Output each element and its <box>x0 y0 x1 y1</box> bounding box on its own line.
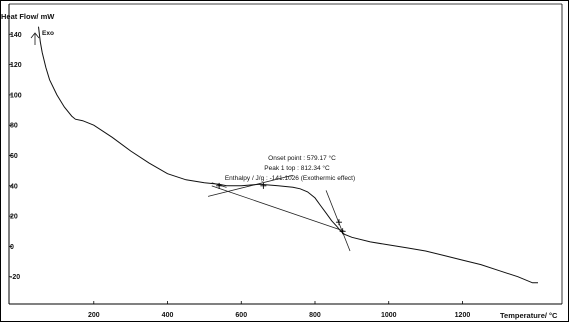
x-axis-title: Temperature/ °C <box>500 311 558 320</box>
y-tick-label: 100 <box>10 92 22 99</box>
x-tick-label: 800 <box>309 312 321 319</box>
tangent-line <box>207 174 293 197</box>
y-tick-label: 20 <box>10 214 18 221</box>
y-tick-label: 40 <box>10 183 18 190</box>
x-tick-label: 1000 <box>381 312 397 319</box>
annotation-enthalpy: Enthalpy / J/g : -141.1026 (Exothermic e… <box>225 175 355 182</box>
annotation-onset: Onset point : 579.17 °C <box>268 154 336 162</box>
tangent-line <box>325 190 351 252</box>
markers <box>216 182 346 235</box>
annotation-peak: Peak 1 top : 812.34 °C <box>264 164 330 172</box>
x-tick-label: 200 <box>88 312 100 319</box>
y-tick-label: 80 <box>10 123 18 130</box>
y-tick-label: 120 <box>10 62 22 69</box>
x-tick-label: 600 <box>235 312 247 319</box>
heat-flow-curve <box>38 26 538 284</box>
crosshair-marker <box>260 182 267 189</box>
crosshair-marker <box>216 182 223 189</box>
y-axis-title: Heat Flow/ mW <box>1 12 55 21</box>
y-ticks: 140 120 100 80 60 40 20 0 -20 <box>9 32 22 281</box>
y-tick-label: 60 <box>10 153 18 160</box>
y-tick-label: -20 <box>10 274 20 281</box>
y-tick-label: 140 <box>10 32 22 39</box>
crosshair-marker <box>339 228 346 235</box>
tangent-line <box>211 185 345 232</box>
tangent-lines <box>207 174 351 252</box>
x-tick-label: 400 <box>162 312 174 319</box>
exo-arrow <box>30 32 40 45</box>
exo-label: Exo <box>42 30 54 37</box>
y-tick-label: 0 <box>10 244 14 251</box>
x-tick-label: 1200 <box>455 312 471 319</box>
x-ticks: 200 400 600 800 1000 1200 <box>88 301 470 319</box>
crosshair-marker <box>335 219 342 226</box>
